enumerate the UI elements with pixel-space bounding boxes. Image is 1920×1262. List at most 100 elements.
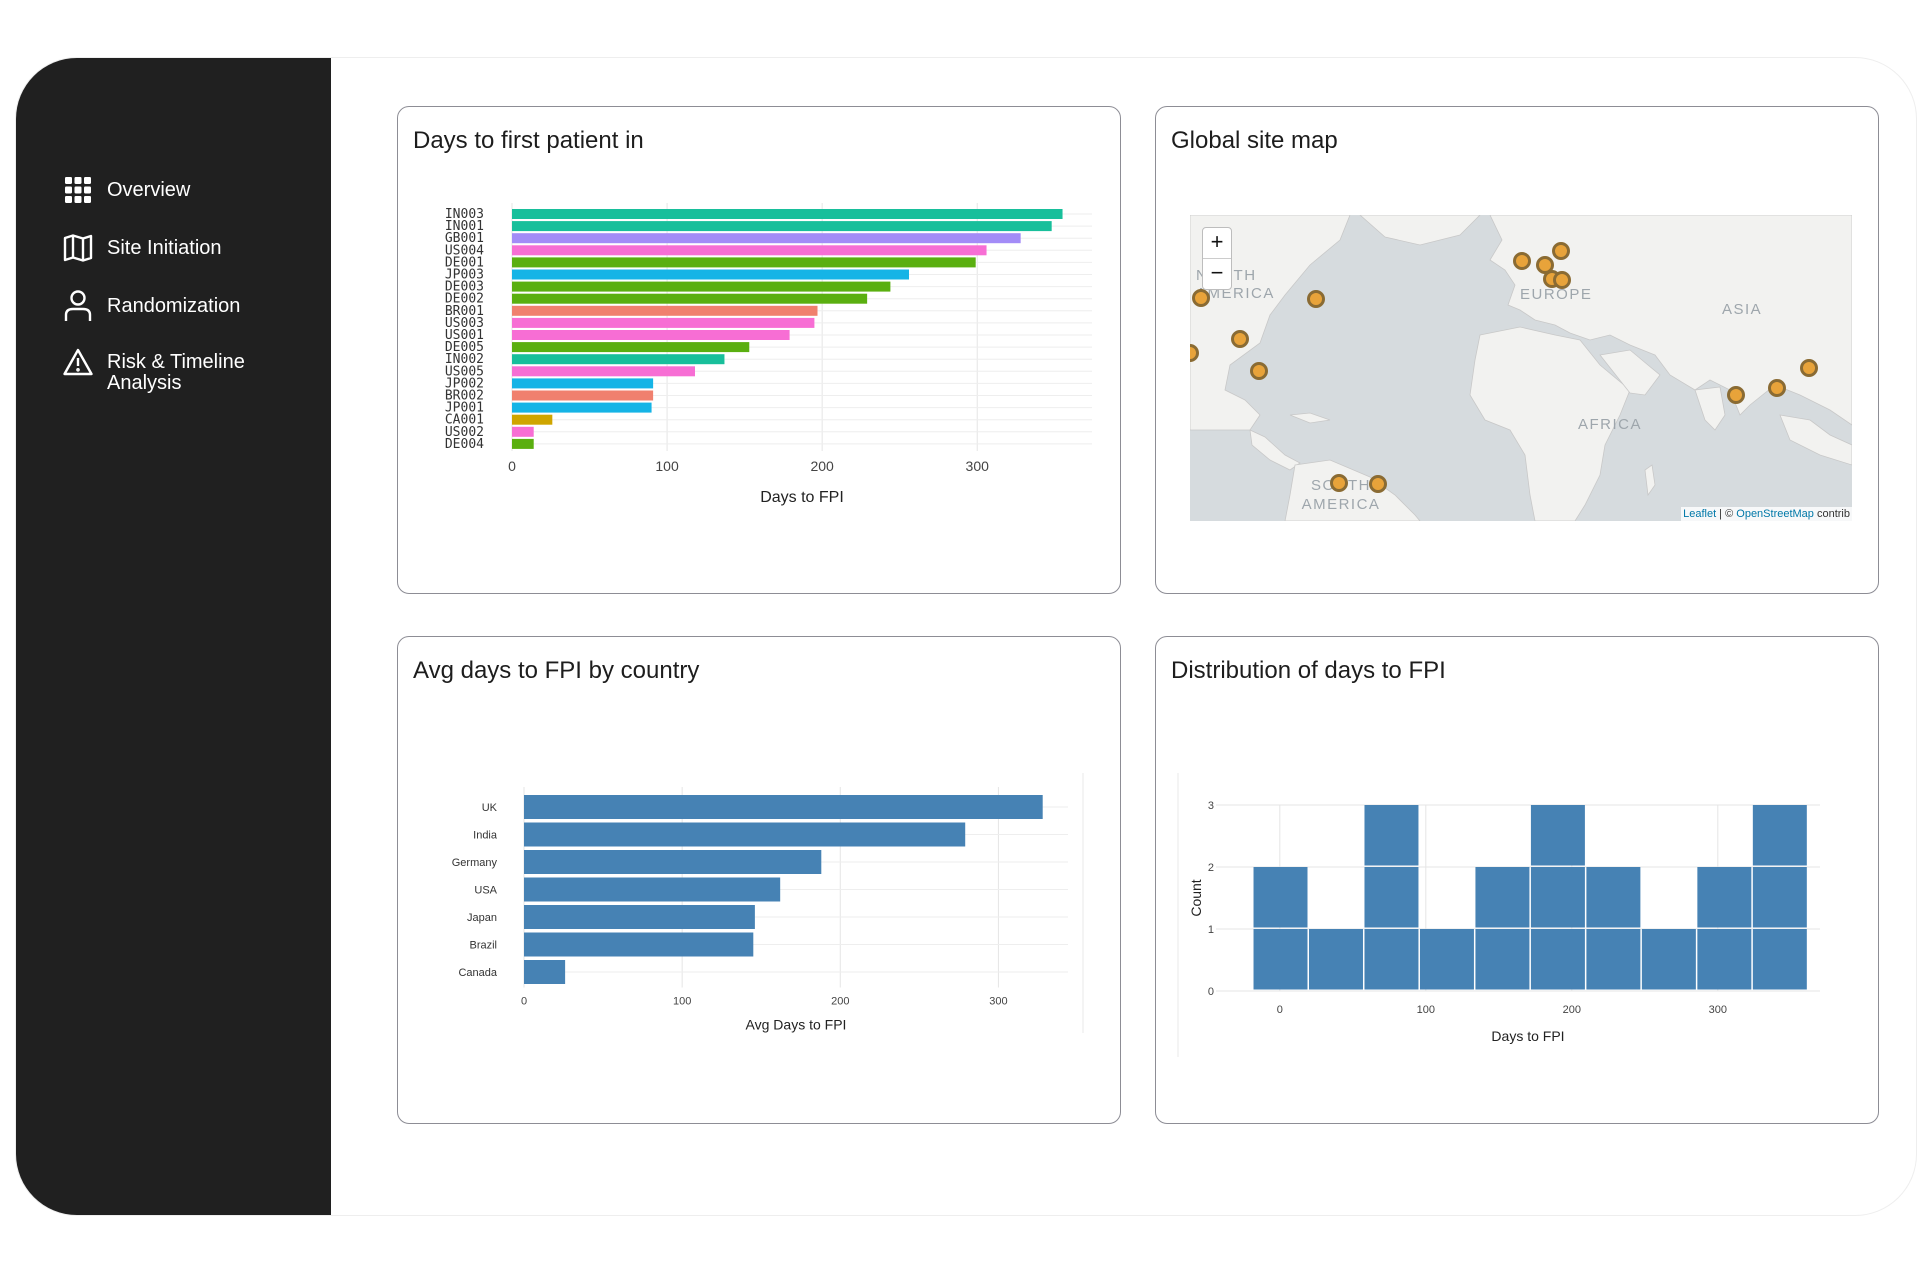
histogram-bar (1697, 929, 1752, 990)
y-tick-label: US003 (445, 316, 484, 331)
x-tick-label: 100 (673, 996, 691, 1008)
bar (512, 402, 652, 413)
x-tick-label: 200 (810, 458, 834, 474)
sidebar-item-label: Risk & Timeline Analysis (107, 351, 245, 394)
card-title: Distribution of days to FPI (1171, 657, 1446, 684)
y-axis-label: Count (1188, 879, 1204, 916)
bar (524, 822, 966, 847)
bar (512, 305, 818, 316)
site-marker[interactable] (1513, 252, 1531, 270)
bar (524, 877, 781, 902)
card-title: Days to first patient in (413, 127, 644, 154)
bar (512, 293, 868, 304)
bar (512, 414, 553, 425)
histogram-bar (1530, 867, 1585, 928)
x-tick-label: 0 (521, 996, 527, 1008)
histogram-bar (1586, 929, 1641, 990)
bar (512, 390, 654, 401)
y-tick-label: US001 (445, 328, 484, 343)
bar (512, 269, 910, 280)
y-tick-label: DE003 (445, 280, 484, 295)
sidebar-item-risk-timeline[interactable]: Risk & Timeline Analysis (62, 346, 287, 394)
card-title: Avg days to FPI by country (413, 657, 700, 684)
y-tick-label: 1 (1208, 924, 1214, 936)
histogram-bar (1364, 929, 1419, 990)
y-tick-label: IN001 (445, 219, 484, 234)
bar (512, 281, 891, 292)
fpi-bar-chart: 0 100 200 300 IN003IN001GB001US004DE001JP003… (445, 203, 1092, 506)
y-tick-label: DE005 (445, 340, 484, 355)
site-marker[interactable] (1553, 271, 1571, 289)
x-tick-label: 100 (655, 458, 679, 474)
bar (512, 209, 1063, 219)
x-tick-label: 200 (831, 996, 849, 1008)
site-marker[interactable] (1727, 386, 1745, 404)
y-tick-label: Canada (458, 967, 497, 979)
bar (512, 342, 750, 353)
histogram-bar (1752, 805, 1807, 866)
sidebar-item-label: Site Initiation (107, 237, 222, 259)
y-tick-label: DE002 (445, 292, 484, 307)
distribution-histogram: 0 1 2 3 0 100 200 300 Days to FPI Count (1177, 773, 1820, 1057)
map-label-south-america: SOUTH AMERICA (1301, 477, 1381, 513)
histogram-bar (1697, 867, 1752, 928)
bar (512, 378, 654, 389)
x-tick-label: 300 (1709, 1004, 1727, 1016)
y-tick-label: 0 (1208, 986, 1214, 998)
site-marker[interactable] (1190, 344, 1199, 362)
histogram-bar (1364, 867, 1419, 928)
zoom-in-button[interactable]: + (1210, 229, 1224, 254)
map-label-europe: EUROPE (1520, 286, 1593, 303)
bar (512, 317, 815, 328)
histogram-bar (1752, 929, 1807, 990)
x-axis-label: Days to FPI (760, 489, 844, 506)
site-marker[interactable] (1552, 242, 1570, 260)
y-tick-label: Japan (467, 912, 497, 924)
histogram-bar (1364, 805, 1419, 866)
sidebar: Overview Site Initiation Randomization (16, 58, 331, 1215)
x-tick-label: 300 (989, 996, 1007, 1008)
bar (524, 932, 754, 957)
histogram-bar (1475, 929, 1530, 990)
site-map[interactable]: NORTH AMERICA EUROPE ASIA AFRICA SOUTH A… (1190, 215, 1852, 521)
main-content: Days to first patient in 0 100 200 300 IN003… (331, 58, 1916, 1215)
x-tick-label: 300 (966, 458, 990, 474)
site-marker[interactable] (1800, 359, 1818, 377)
bar (512, 245, 987, 256)
sidebar-item-overview[interactable]: Overview (62, 174, 287, 206)
y-tick-label: Germany (452, 857, 498, 869)
sidebar-item-randomization[interactable]: Randomization (62, 290, 287, 322)
osm-link[interactable]: OpenStreetMap (1736, 508, 1814, 520)
site-marker[interactable] (1192, 289, 1210, 307)
y-tick-label: Brazil (469, 940, 497, 952)
x-axis-label: Avg Days to FPI (746, 1017, 847, 1033)
site-marker[interactable] (1231, 330, 1249, 348)
leaflet-link[interactable]: Leaflet (1683, 508, 1717, 520)
site-marker[interactable] (1307, 290, 1325, 308)
x-tick-label: 100 (1417, 1004, 1435, 1016)
site-marker[interactable] (1369, 475, 1387, 493)
x-tick-label: 0 (508, 458, 516, 474)
grid-icon (62, 174, 94, 206)
site-marker[interactable] (1250, 362, 1268, 380)
y-tick-label: US005 (445, 364, 484, 379)
sidebar-item-site-initiation[interactable]: Site Initiation (62, 232, 287, 264)
zoom-out-button[interactable]: − (1203, 258, 1231, 289)
y-tick-label: BR001 (445, 304, 484, 319)
bar (512, 438, 534, 449)
site-marker[interactable] (1768, 379, 1786, 397)
attribution-separator: | © (1716, 508, 1737, 520)
y-tick-label: US004 (445, 243, 484, 258)
sidebar-item-label: Randomization (107, 295, 241, 317)
histogram-bar (1253, 929, 1308, 990)
histogram-bar (1586, 867, 1641, 928)
x-tick-label: 0 (1277, 1004, 1283, 1016)
y-tick-label: 3 (1208, 800, 1214, 812)
app-window: Overview Site Initiation Randomization (15, 57, 1917, 1216)
user-icon (62, 290, 94, 322)
bar (524, 960, 566, 984)
y-tick-label: IN003 (445, 207, 484, 222)
y-tick-label: DE004 (445, 437, 484, 452)
site-marker[interactable] (1330, 474, 1348, 492)
y-tick-label: India (473, 830, 498, 842)
